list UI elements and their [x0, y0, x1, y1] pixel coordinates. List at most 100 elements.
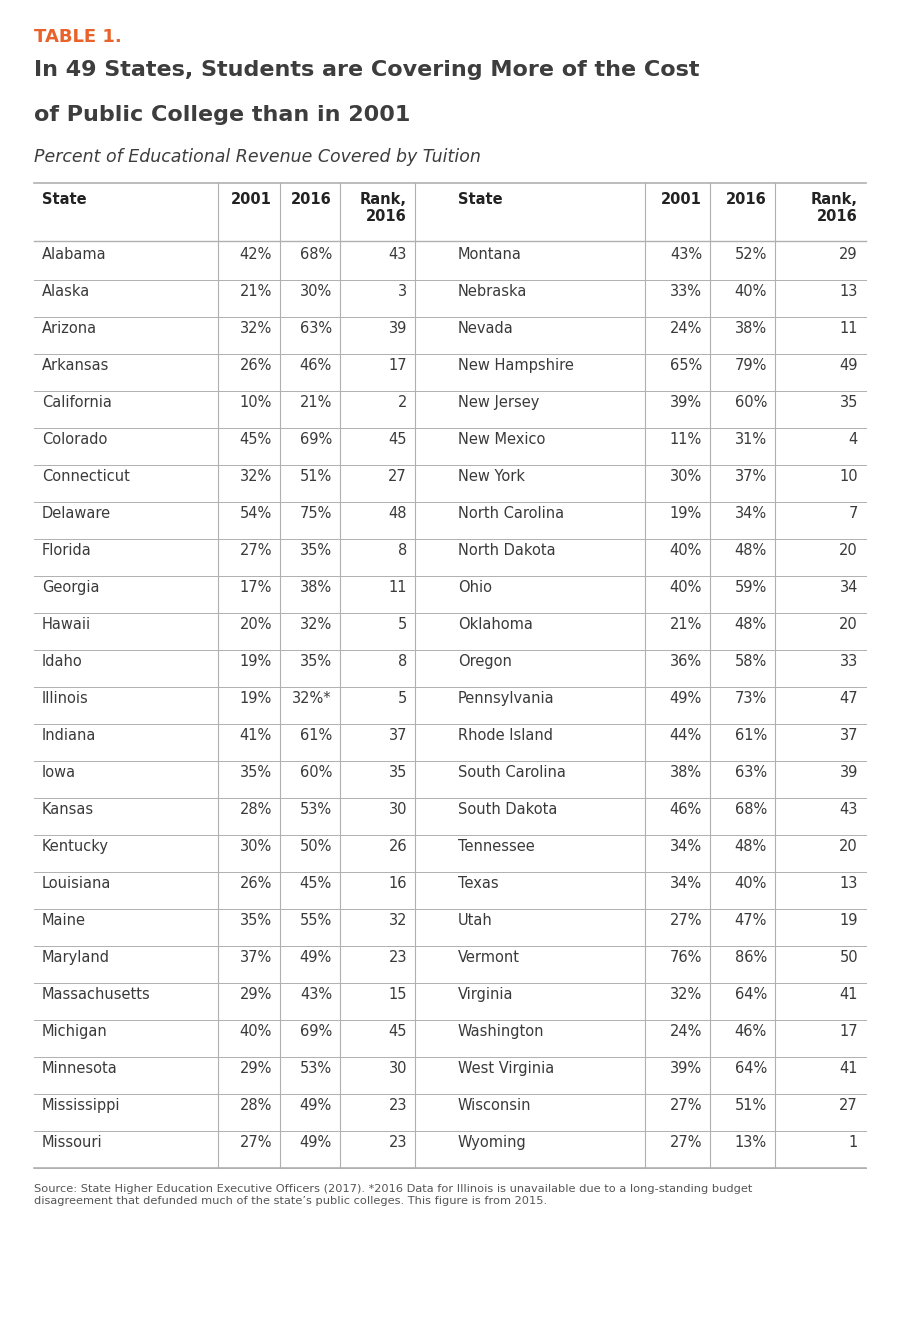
- Text: 37%: 37%: [734, 468, 767, 484]
- Text: Hawaii: Hawaii: [42, 617, 91, 632]
- Text: Florida: Florida: [42, 544, 92, 558]
- Text: Colorado: Colorado: [42, 432, 107, 447]
- Text: Minnesota: Minnesota: [42, 1062, 118, 1076]
- Text: 64%: 64%: [734, 1062, 767, 1076]
- Text: 30: 30: [389, 1062, 407, 1076]
- Text: 39%: 39%: [670, 1062, 702, 1076]
- Text: 54%: 54%: [239, 506, 272, 521]
- Text: 46%: 46%: [300, 358, 332, 373]
- Text: TABLE 1.: TABLE 1.: [34, 28, 122, 46]
- Text: Kentucky: Kentucky: [42, 839, 109, 854]
- Text: Arizona: Arizona: [42, 321, 97, 336]
- Text: 24%: 24%: [670, 321, 702, 336]
- Text: Nebraska: Nebraska: [458, 285, 527, 299]
- Text: 20: 20: [839, 617, 858, 632]
- Text: 61%: 61%: [734, 727, 767, 743]
- Text: 19%: 19%: [670, 506, 702, 521]
- Text: 55%: 55%: [300, 913, 332, 929]
- Text: 1: 1: [849, 1135, 858, 1150]
- Text: 29%: 29%: [239, 1062, 272, 1076]
- Text: Washington: Washington: [458, 1024, 544, 1039]
- Text: 41: 41: [840, 1062, 858, 1076]
- Text: 63%: 63%: [735, 765, 767, 780]
- Text: 46%: 46%: [670, 803, 702, 817]
- Text: 48%: 48%: [734, 617, 767, 632]
- Text: 68%: 68%: [300, 247, 332, 262]
- Text: 31%: 31%: [735, 432, 767, 447]
- Text: 45%: 45%: [300, 876, 332, 891]
- Text: 51%: 51%: [300, 468, 332, 484]
- Text: 33: 33: [840, 654, 858, 670]
- Text: 32%: 32%: [670, 986, 702, 1002]
- Text: Indiana: Indiana: [42, 727, 96, 743]
- Text: 49%: 49%: [300, 1135, 332, 1150]
- Text: 47%: 47%: [734, 913, 767, 929]
- Text: Ohio: Ohio: [458, 580, 492, 595]
- Text: New Hampshire: New Hampshire: [458, 358, 574, 373]
- Text: 38%: 38%: [735, 321, 767, 336]
- Text: 50: 50: [840, 950, 858, 965]
- Text: 30%: 30%: [300, 285, 332, 299]
- Text: 49%: 49%: [670, 691, 702, 706]
- Text: Louisiana: Louisiana: [42, 876, 112, 891]
- Text: 35: 35: [840, 395, 858, 411]
- Text: 44%: 44%: [670, 727, 702, 743]
- Text: 10: 10: [840, 468, 858, 484]
- Text: 20: 20: [839, 544, 858, 558]
- Text: 32: 32: [389, 913, 407, 929]
- Text: 10%: 10%: [239, 395, 272, 411]
- Text: 37: 37: [389, 727, 407, 743]
- Text: 13: 13: [840, 285, 858, 299]
- Text: New Mexico: New Mexico: [458, 432, 545, 447]
- Text: 27%: 27%: [239, 544, 272, 558]
- Text: 40%: 40%: [670, 544, 702, 558]
- Text: 29: 29: [840, 247, 858, 262]
- Text: 13%: 13%: [735, 1135, 767, 1150]
- Text: 4: 4: [849, 432, 858, 447]
- Text: 17: 17: [840, 1024, 858, 1039]
- Text: 34%: 34%: [670, 876, 702, 891]
- Text: Alabama: Alabama: [42, 247, 106, 262]
- Text: 34%: 34%: [735, 506, 767, 521]
- Text: 61%: 61%: [300, 727, 332, 743]
- Text: 30: 30: [389, 803, 407, 817]
- Text: 42%: 42%: [239, 247, 272, 262]
- Text: Iowa: Iowa: [42, 765, 76, 780]
- Text: Kansas: Kansas: [42, 803, 94, 817]
- Text: 30%: 30%: [670, 468, 702, 484]
- Text: 51%: 51%: [734, 1098, 767, 1113]
- Text: 8: 8: [398, 544, 407, 558]
- Text: 32%: 32%: [239, 468, 272, 484]
- Text: Alaska: Alaska: [42, 285, 90, 299]
- Text: 35%: 35%: [300, 544, 332, 558]
- Text: 53%: 53%: [300, 1062, 332, 1076]
- Text: 23: 23: [389, 1135, 407, 1150]
- Text: 20: 20: [839, 839, 858, 854]
- Text: North Carolina: North Carolina: [458, 506, 564, 521]
- Text: Oklahoma: Oklahoma: [458, 617, 533, 632]
- Text: Arkansas: Arkansas: [42, 358, 110, 373]
- Text: 50%: 50%: [300, 839, 332, 854]
- Text: 37: 37: [840, 727, 858, 743]
- Text: 32%: 32%: [239, 321, 272, 336]
- Text: 48: 48: [389, 506, 407, 521]
- Text: 43%: 43%: [300, 986, 332, 1002]
- Text: West Virginia: West Virginia: [458, 1062, 554, 1076]
- Text: 32%: 32%: [300, 617, 332, 632]
- Text: Mississippi: Mississippi: [42, 1098, 121, 1113]
- Text: 49%: 49%: [300, 950, 332, 965]
- Text: 49: 49: [840, 358, 858, 373]
- Text: Idaho: Idaho: [42, 654, 83, 670]
- Text: 40%: 40%: [734, 876, 767, 891]
- Text: 43: 43: [840, 803, 858, 817]
- Text: 8: 8: [398, 654, 407, 670]
- Text: New Jersey: New Jersey: [458, 395, 539, 411]
- Text: 29%: 29%: [239, 986, 272, 1002]
- Text: Georgia: Georgia: [42, 580, 100, 595]
- Text: 11: 11: [389, 580, 407, 595]
- Text: 26%: 26%: [239, 876, 272, 891]
- Text: 21%: 21%: [239, 285, 272, 299]
- Text: 21%: 21%: [670, 617, 702, 632]
- Text: 45%: 45%: [239, 432, 272, 447]
- Text: 65%: 65%: [670, 358, 702, 373]
